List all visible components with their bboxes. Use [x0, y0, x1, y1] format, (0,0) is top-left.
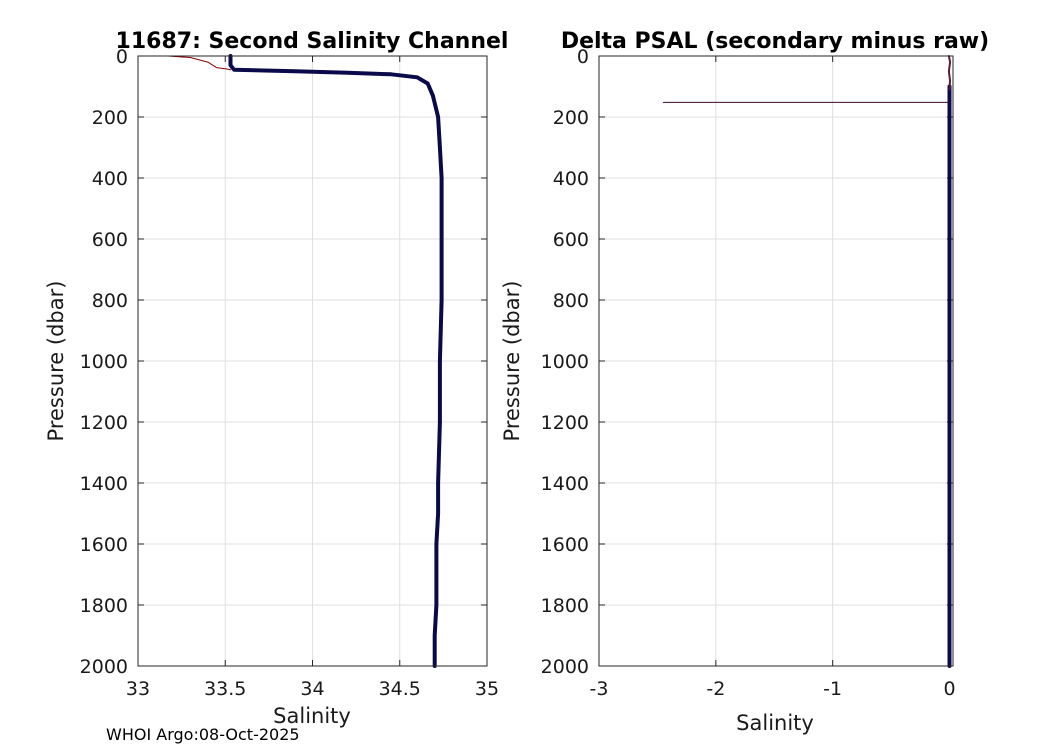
data-series	[662, 55, 952, 668]
y-tick-label: 0	[116, 46, 128, 68]
y-tick-label: 0	[577, 46, 589, 68]
x-axis-label: Salinity	[273, 704, 351, 728]
x-tick-label: -3	[590, 678, 609, 700]
series-line	[947, 55, 952, 91]
x-tick-labels: -3 -2 -1 0	[590, 678, 956, 700]
x-tick-label: -1	[823, 678, 842, 700]
y-tick-labels: 0 200 400 600 800 1000 1200 1400 1600 1800 2000	[541, 46, 589, 678]
y-tick-label: 1600	[80, 534, 128, 556]
x-tick-label: 33.5	[204, 678, 246, 700]
y-tick-label: 1000	[541, 351, 589, 373]
x-axis-label: Salinity	[736, 711, 814, 735]
delta-psal-chart: Delta PSAL (secondary minus raw) -3 -2 -1 0…	[500, 29, 989, 735]
grid-lines	[137, 55, 488, 667]
y-tick-label: 600	[553, 229, 589, 251]
x-tick-label: 0	[943, 678, 955, 700]
series-line	[228, 54, 444, 668]
y-tick-label: 1200	[80, 412, 128, 434]
y-tick-label: 400	[92, 168, 128, 190]
footer-caption: WHOI Argo:08-Oct-2025	[106, 725, 300, 744]
x-tick-label: -2	[706, 678, 725, 700]
x-tick-label: 35	[475, 678, 499, 700]
y-axis-label: Pressure (dbar)	[500, 281, 524, 442]
y-tick-label: 400	[553, 168, 589, 190]
x-tick-label: 33	[126, 678, 150, 700]
y-tick-label: 1600	[541, 534, 589, 556]
y-tick-label: 200	[92, 107, 128, 129]
y-tick-label: 2000	[80, 656, 128, 678]
x-tick-label: 34.5	[379, 678, 421, 700]
y-tick-label: 1200	[541, 412, 589, 434]
y-tick-label: 1000	[80, 351, 128, 373]
y-tick-label: 600	[92, 229, 128, 251]
y-tick-label: 2000	[541, 656, 589, 678]
salinity-profile-chart: 11687: Second Salinity Channel 33 33.5 34 3…	[44, 29, 508, 728]
data-series	[167, 54, 444, 668]
chart-title: 11687: Second Salinity Channel	[116, 29, 509, 54]
x-tick-labels: 33 33.5 34 34.5 35	[126, 678, 499, 700]
plot-frame	[598, 55, 954, 667]
y-tick-label: 200	[553, 107, 589, 129]
series-line	[167, 55, 231, 71]
y-tick-label: 1800	[80, 595, 128, 617]
chart-title: Delta PSAL (secondary minus raw)	[561, 29, 989, 54]
y-tick-label: 800	[92, 290, 128, 312]
y-axis-label: Pressure (dbar)	[44, 281, 68, 442]
x-tick-label: 34	[300, 678, 324, 700]
y-tick-label: 1400	[541, 473, 589, 495]
plot-frame	[137, 55, 488, 667]
y-tick-label: 1400	[80, 473, 128, 495]
y-tick-labels: 0 200 400 600 800 1000 1200 1400 1600 1800 2000	[80, 46, 128, 678]
y-tick-label: 1800	[541, 595, 589, 617]
y-tick-label: 800	[553, 290, 589, 312]
